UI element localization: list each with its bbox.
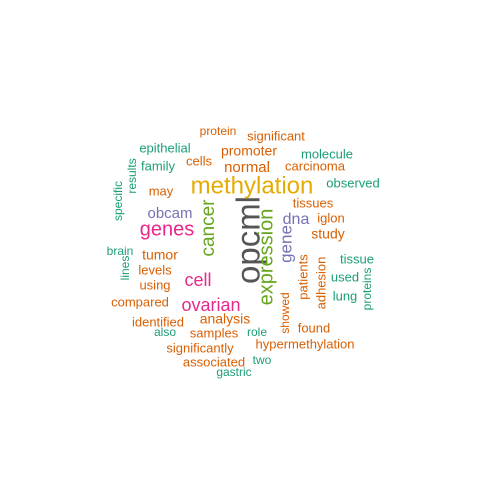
word-using: using [139, 277, 170, 292]
word-ovarian: ovarian [181, 295, 240, 315]
word-found: found [298, 320, 331, 335]
word-expression: expression [255, 209, 277, 306]
word-lines: lines [118, 256, 132, 281]
word-carcinoma: carcinoma [285, 158, 346, 173]
word-tissue: tissue [340, 251, 374, 266]
word-normal: normal [224, 159, 270, 176]
word-also: also [154, 325, 176, 339]
word-cancer: cancer [198, 199, 219, 257]
word-obcam: obcam [147, 205, 192, 222]
word-cell: cell [184, 270, 211, 290]
word-specific: specific [111, 181, 125, 221]
word-showed: showed [278, 292, 292, 333]
word-brain: brain [107, 244, 134, 258]
word-opcml: opcml [230, 196, 267, 284]
word-observed: observed [326, 175, 379, 190]
word-two: two [253, 353, 272, 367]
word-genes: genes [140, 218, 195, 240]
word-lung: lung [333, 288, 358, 303]
word-analysis: analysis [200, 311, 251, 327]
word-protein: protein [200, 124, 237, 138]
word-gene: gene [276, 225, 295, 263]
word-proteins: proteins [360, 268, 374, 311]
word-may: may [149, 183, 174, 198]
word-patients: patients [295, 254, 310, 300]
word-samples: samples [190, 325, 239, 340]
word-role: role [247, 325, 267, 339]
word-methylation: methylation [191, 172, 314, 199]
word-tumor: tumor [142, 247, 178, 263]
word-hypermethylation: hypermethylation [256, 336, 355, 351]
word-family: family [141, 158, 175, 173]
word-levels: levels [138, 262, 172, 277]
word-used: used [331, 269, 359, 284]
word-dna: dna [283, 211, 310, 228]
word-epithelial: epithelial [139, 140, 190, 155]
word-adhesion: adhesion [313, 257, 328, 310]
word-associated: associated [183, 354, 245, 369]
word-significant: significant [247, 128, 305, 143]
word-study: study [311, 226, 344, 242]
word-tissues: tissues [293, 195, 334, 210]
word-molecule: molecule [301, 146, 353, 161]
word-compared: compared [111, 294, 169, 309]
word-cells: cells [186, 153, 213, 168]
word-promoter: promoter [221, 143, 277, 159]
word-significantly: significantly [166, 340, 234, 355]
word-results: results [125, 158, 139, 193]
word-iglon: iglon [317, 210, 344, 225]
word-identified: identified [132, 314, 184, 329]
word-gastric: gastric [216, 365, 251, 379]
